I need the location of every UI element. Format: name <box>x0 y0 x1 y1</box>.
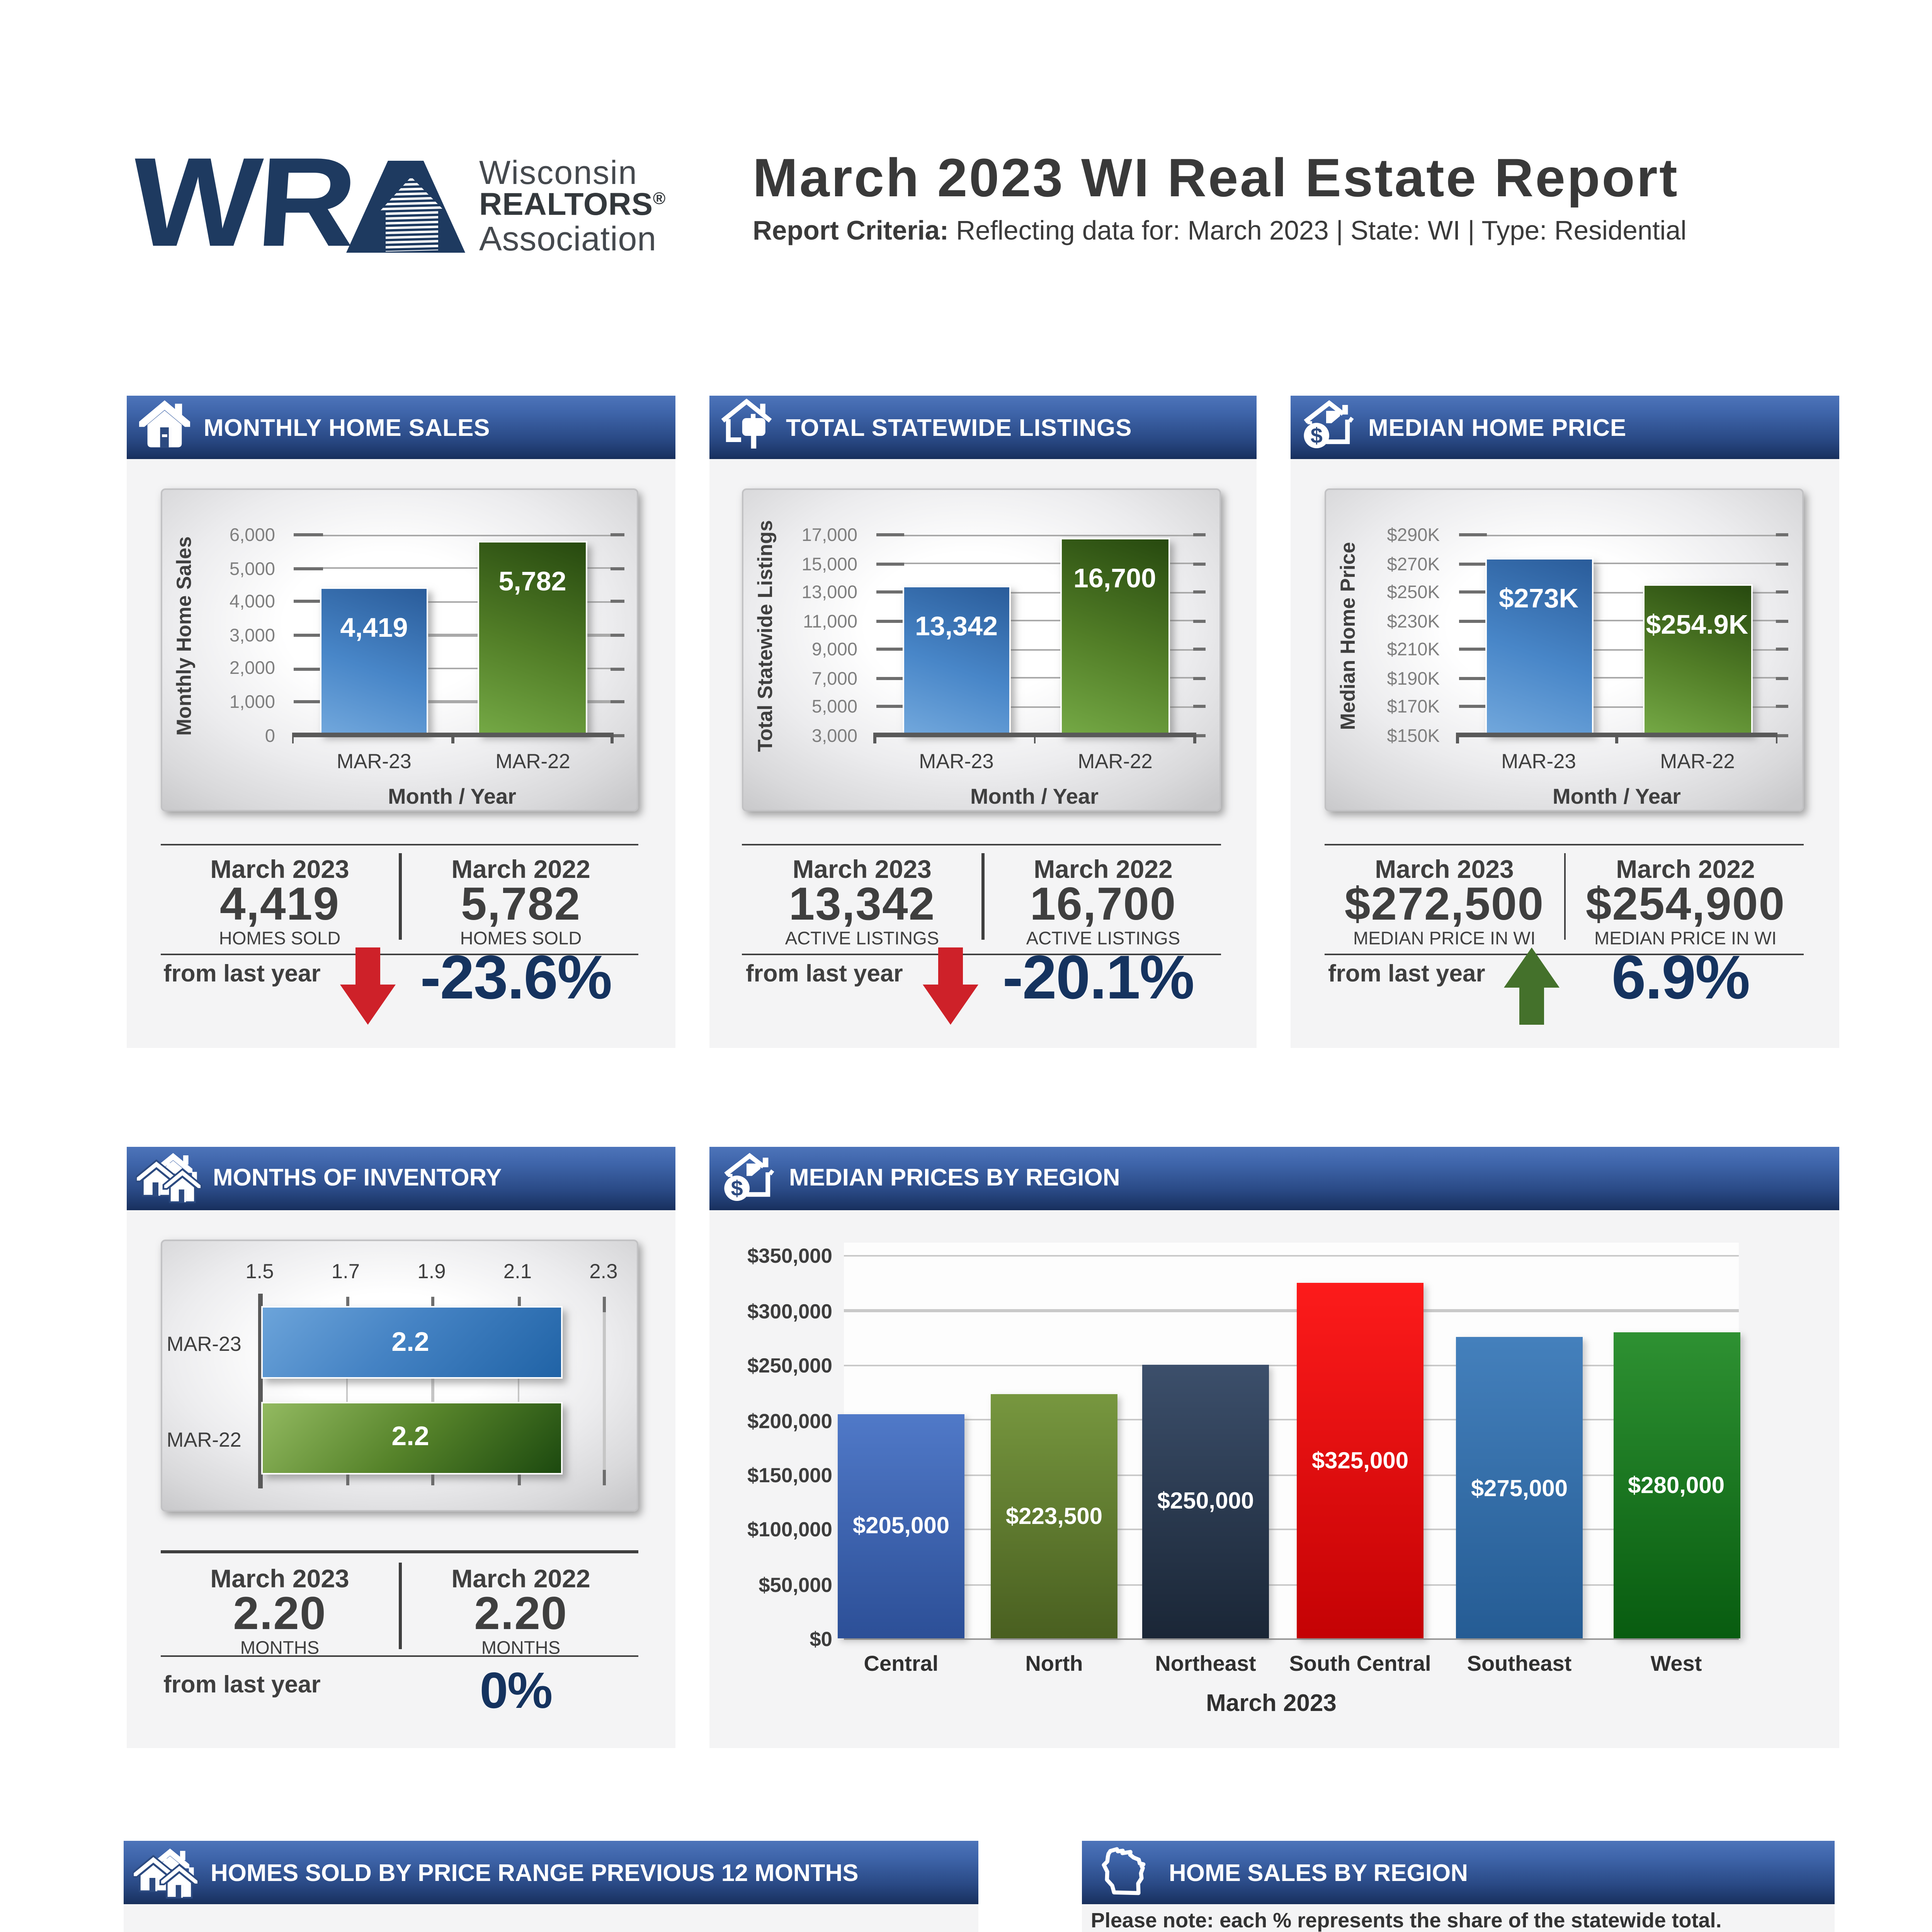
svg-text:$: $ <box>1311 423 1323 448</box>
svg-text:$: $ <box>730 1175 742 1200</box>
